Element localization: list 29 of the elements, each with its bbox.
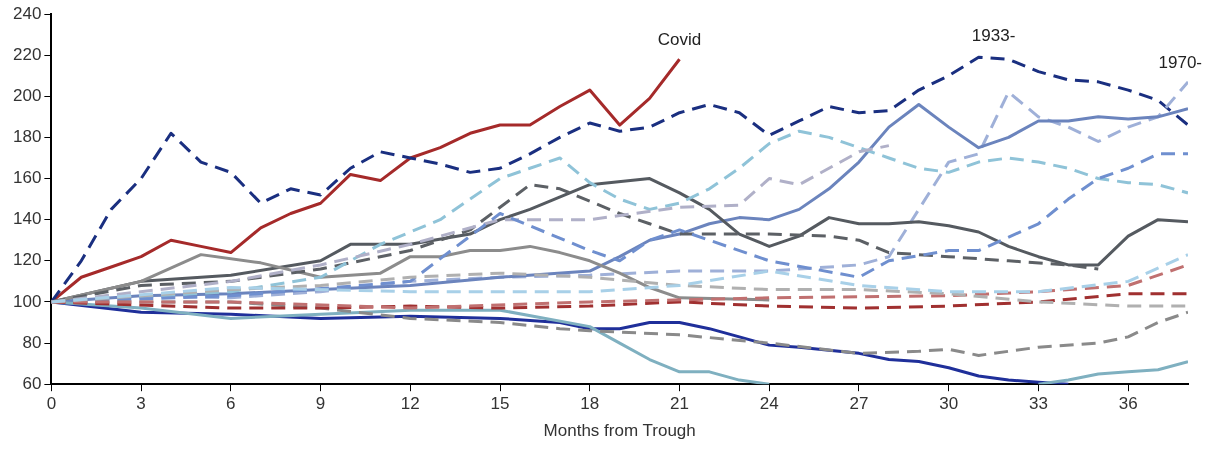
x-tick-label: 12 xyxy=(400,394,420,414)
y-tick-label: 220 xyxy=(12,44,42,64)
x-tick-label: 36 xyxy=(1118,394,1138,414)
annotation: 1970- xyxy=(1158,53,1202,73)
y-tick-label: 100 xyxy=(12,291,42,311)
annotation: Covid xyxy=(657,30,702,50)
x-tick-label: 27 xyxy=(849,394,869,414)
y-tick-label: 240 xyxy=(12,3,42,23)
x-tick-label: 9 xyxy=(315,394,326,414)
y-tick-label: 120 xyxy=(12,250,42,270)
x-tick-label: 6 xyxy=(226,394,236,414)
y-tick-label: 60 xyxy=(22,373,42,393)
y-tick-label: 200 xyxy=(12,85,42,105)
y-tick-label: 160 xyxy=(12,168,42,188)
x-axis-title: Months from Trough xyxy=(543,421,696,441)
x-tick-label: 30 xyxy=(939,394,959,414)
y-tick-label: 180 xyxy=(12,127,42,147)
x-tick-label: 24 xyxy=(759,394,779,414)
x-tick-label: 33 xyxy=(1028,394,1048,414)
x-tick-label: 3 xyxy=(136,394,146,414)
y-tick-label: 80 xyxy=(22,332,42,352)
line-series xyxy=(51,253,1188,304)
y-tick-label: 140 xyxy=(12,209,42,229)
annotation: 1933- xyxy=(971,26,1016,46)
x-tick-label: 0 xyxy=(46,394,57,414)
x-tick-label: 18 xyxy=(580,394,600,414)
x-tick-label: 15 xyxy=(490,394,510,414)
x-tick-label: 21 xyxy=(670,394,689,414)
line-series xyxy=(51,292,1188,310)
